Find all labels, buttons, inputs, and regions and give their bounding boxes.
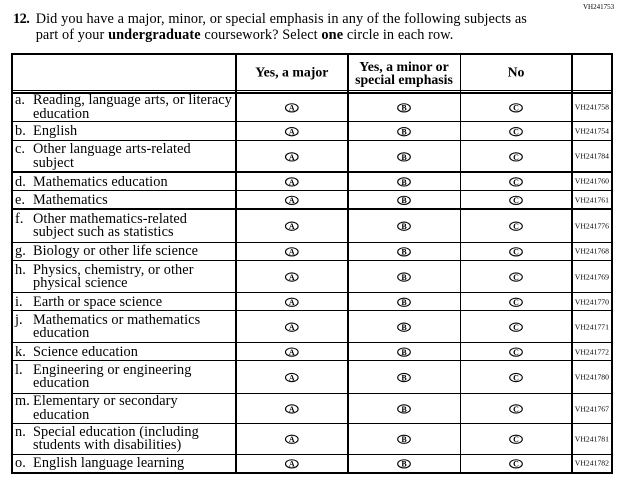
svg-text:A: A (289, 248, 295, 257)
svg-text:B: B (401, 248, 407, 257)
svg-text:B: B (401, 153, 407, 162)
svg-text:A: A (289, 178, 295, 187)
svg-text:A: A (289, 460, 295, 469)
svg-text:A: A (289, 323, 295, 332)
svg-text:C: C (513, 196, 519, 205)
svg-text:B: B (401, 128, 407, 137)
svg-text:B: B (401, 348, 407, 357)
svg-text:B: B (401, 196, 407, 205)
svg-text:C: C (513, 373, 519, 382)
svg-text:C: C (513, 298, 519, 307)
svg-text:B: B (401, 323, 407, 332)
svg-text:C: C (513, 104, 519, 113)
svg-text:B: B (401, 435, 407, 444)
svg-text:C: C (513, 348, 519, 357)
svg-text:B: B (401, 298, 407, 307)
svg-text:A: A (289, 435, 295, 444)
svg-text:B: B (401, 222, 407, 231)
svg-text:B: B (401, 373, 407, 382)
svg-text:A: A (289, 196, 295, 205)
svg-text:B: B (401, 104, 407, 113)
svg-text:A: A (289, 104, 295, 113)
svg-text:C: C (513, 248, 519, 257)
svg-text:B: B (401, 460, 407, 469)
svg-text:C: C (513, 405, 519, 414)
svg-text:C: C (513, 323, 519, 332)
svg-text:A: A (289, 373, 295, 382)
svg-text:B: B (401, 405, 407, 414)
svg-text:C: C (513, 222, 519, 231)
svg-text:C: C (513, 435, 519, 444)
svg-text:B: B (401, 178, 407, 187)
svg-text:C: C (513, 178, 519, 187)
svg-text:C: C (513, 128, 519, 137)
svg-text:A: A (289, 153, 295, 162)
svg-text:A: A (289, 405, 295, 414)
svg-text:C: C (513, 460, 519, 469)
svg-text:A: A (289, 222, 295, 231)
svg-text:A: A (289, 128, 295, 137)
svg-text:A: A (289, 298, 295, 307)
svg-text:C: C (513, 273, 519, 282)
svg-text:A: A (289, 348, 295, 357)
svg-text:C: C (513, 153, 519, 162)
svg-text:B: B (401, 273, 407, 282)
svg-text:A: A (289, 273, 295, 282)
